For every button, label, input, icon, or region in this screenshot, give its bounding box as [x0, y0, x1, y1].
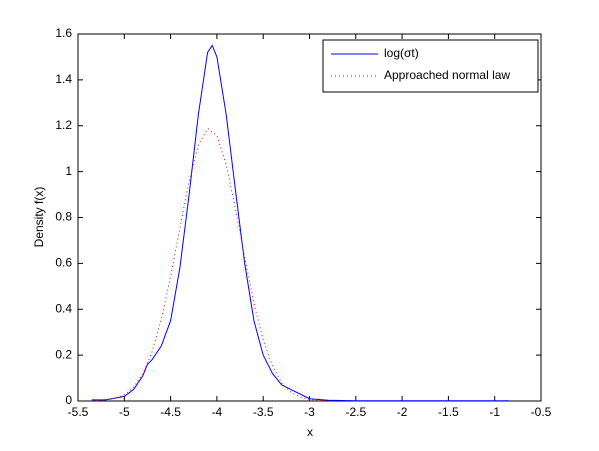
x-axis-label: x	[307, 425, 313, 439]
series-line	[91, 44, 509, 402]
plot-area	[77, 33, 542, 402]
x-tick-label: -3.5	[253, 405, 274, 419]
x-tick-label: -5.5	[68, 405, 89, 419]
x-tick-label: -4.5	[160, 405, 181, 419]
y-tick-label: 0.6	[55, 256, 72, 270]
y-axis-label: Density f(x)	[32, 187, 46, 248]
legend-label: log(σt)	[384, 46, 419, 60]
x-tick-label: -2	[397, 405, 408, 419]
x-tick-label: -3	[304, 405, 315, 419]
y-tick-label: 0.8	[55, 210, 72, 224]
y-tick-label: 0.2	[55, 347, 72, 361]
legend-box	[322, 39, 539, 93]
y-tick-label: 1.2	[55, 118, 72, 132]
legend-label: Approached normal law	[384, 68, 510, 82]
y-tick-label: 0	[65, 393, 72, 407]
x-tick-label: -4	[212, 405, 223, 419]
x-tick-label: -0.5	[531, 405, 552, 419]
y-tick-label: 1.6	[55, 26, 72, 40]
y-tick-label: 0.4	[55, 301, 72, 315]
y-tick-label: 1.4	[55, 72, 72, 86]
y-tick-label: 1	[65, 164, 72, 178]
x-tick-label: -1.5	[438, 405, 459, 419]
x-tick-label: -1	[489, 405, 500, 419]
x-tick-label: -5	[119, 405, 130, 419]
x-tick-label: -2.5	[345, 405, 366, 419]
